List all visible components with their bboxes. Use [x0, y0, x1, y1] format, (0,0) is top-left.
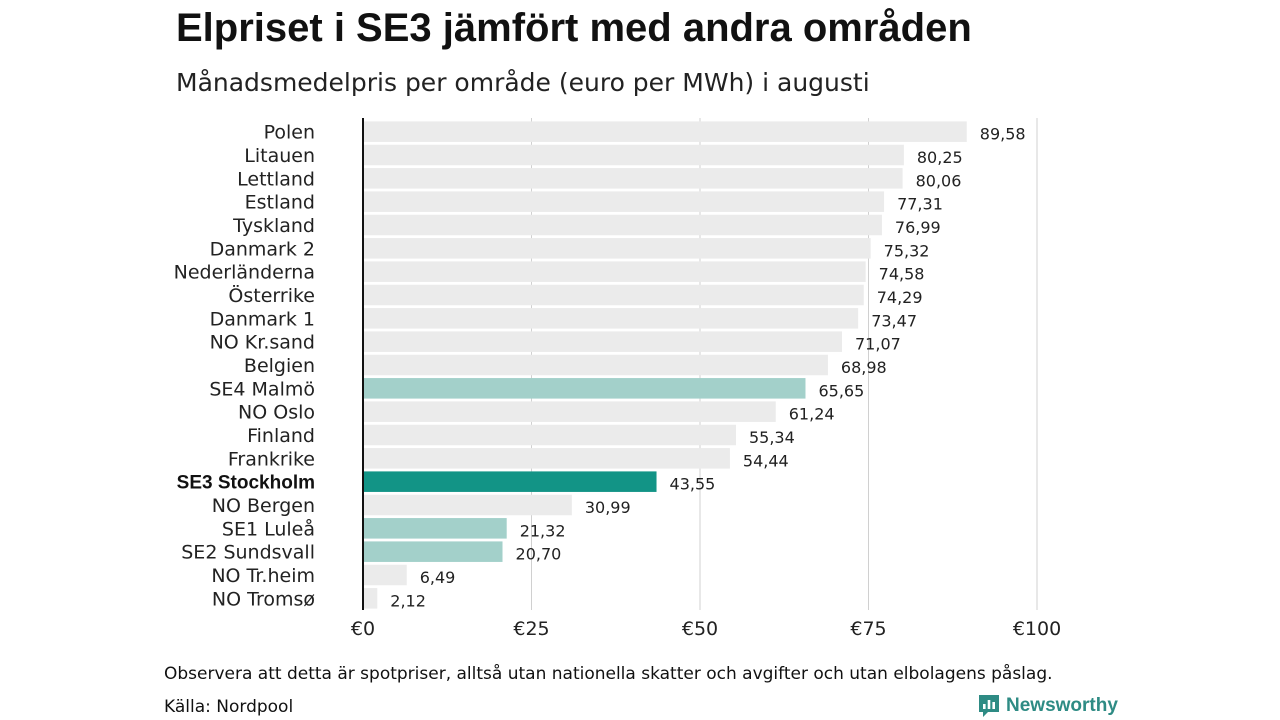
value-label: 74,58 — [879, 265, 925, 284]
category-label: Estland — [245, 192, 315, 214]
category-label: Tyskland — [232, 215, 315, 237]
value-label: 43,55 — [670, 475, 716, 494]
value-label: 80,25 — [917, 148, 963, 167]
brand-name: Newsworthy — [1006, 695, 1118, 716]
bar — [363, 401, 776, 422]
x-tick-label: €100 — [1013, 618, 1061, 640]
newsworthy-logo-icon — [979, 695, 999, 717]
x-tick-label: €75 — [850, 618, 886, 640]
category-label: Danmark 1 — [210, 308, 315, 330]
category-label: NO Kr.sand — [210, 332, 315, 354]
category-label: SE2 Sundsvall — [181, 542, 315, 564]
category-label: Österrike — [228, 284, 315, 307]
bar — [363, 144, 904, 166]
category-label: Polen — [264, 122, 315, 144]
bar — [363, 541, 503, 562]
x-tick-label: €25 — [513, 618, 549, 640]
newsworthy-brand[interactable]: Newsworthy — [978, 694, 1118, 718]
value-label: 89,58 — [980, 125, 1026, 144]
value-label: 55,34 — [749, 428, 795, 447]
value-label: 20,70 — [516, 545, 562, 564]
footnote: Observera att detta är spotpriser, allts… — [164, 664, 1053, 684]
chart-subtitle: Månadsmedelpris per område (euro per MWh… — [176, 68, 870, 97]
value-label: 68,98 — [841, 358, 887, 377]
source-credit: Källa: Nordpool — [164, 697, 294, 717]
bar — [363, 331, 843, 352]
value-label: 21,32 — [520, 521, 566, 540]
bar — [363, 588, 378, 609]
category-label: SE3 Stockholm — [177, 473, 315, 494]
bar — [363, 494, 572, 516]
category-label: NO Tr.heim — [211, 565, 315, 587]
bar — [363, 471, 657, 492]
value-label: 71,07 — [855, 335, 901, 354]
value-label: 6,49 — [420, 568, 456, 587]
value-label: 74,29 — [877, 288, 923, 307]
value-labels: 89,58 80,25 80,06 77,31 76,99 75,32 74,58 74,29… — [390, 125, 1025, 611]
bar — [363, 378, 806, 399]
category-label: Finland — [247, 425, 315, 447]
x-tick-label: €0 — [351, 618, 375, 640]
bar-chart: PolenLitauenLettlandEstlandTysklandDanma… — [174, 118, 1061, 640]
value-label: 76,99 — [895, 218, 941, 237]
category-label: SE4 Malmö — [209, 378, 315, 400]
bar — [363, 191, 885, 212]
bar — [363, 354, 828, 376]
category-label: Nederländerna — [174, 262, 315, 284]
value-label: 2,12 — [390, 591, 426, 610]
category-label: NO Oslo — [238, 402, 315, 424]
value-label: 54,44 — [743, 451, 789, 470]
category-label: Belgien — [244, 355, 315, 377]
category-labels: PolenLitauenLettlandEstlandTysklandDanma… — [174, 122, 315, 611]
bar — [363, 238, 871, 259]
bar — [363, 261, 866, 282]
category-label: Lettland — [237, 168, 315, 190]
value-label: 65,65 — [818, 381, 864, 400]
value-label: 61,24 — [789, 405, 835, 424]
category-label: SE1 Luleå — [222, 517, 315, 540]
bar — [363, 518, 507, 539]
category-label: Litauen — [244, 145, 315, 167]
value-label: 75,32 — [884, 241, 930, 260]
category-label: NO Tromsø — [212, 588, 315, 610]
x-tick-label: €50 — [682, 618, 718, 640]
bar — [363, 308, 859, 329]
bar — [363, 168, 903, 189]
category-label: Frankrike — [228, 448, 315, 470]
category-label: NO Bergen — [212, 495, 315, 517]
bar — [363, 564, 407, 586]
value-label: 73,47 — [871, 311, 917, 330]
bar — [363, 448, 730, 469]
value-label: 77,31 — [897, 195, 943, 214]
bar — [363, 121, 967, 142]
bar — [363, 284, 864, 306]
category-label: Danmark 2 — [210, 238, 315, 260]
bars — [363, 121, 967, 609]
value-label: 30,99 — [585, 498, 631, 517]
value-label: 80,06 — [916, 171, 962, 190]
x-axis-ticks: €0 €25 €50 €75 €100 — [351, 618, 1061, 640]
bar — [363, 214, 882, 236]
bar — [363, 424, 736, 446]
chart-title: Elpriset i SE3 jämfört med andra områden — [176, 6, 972, 50]
